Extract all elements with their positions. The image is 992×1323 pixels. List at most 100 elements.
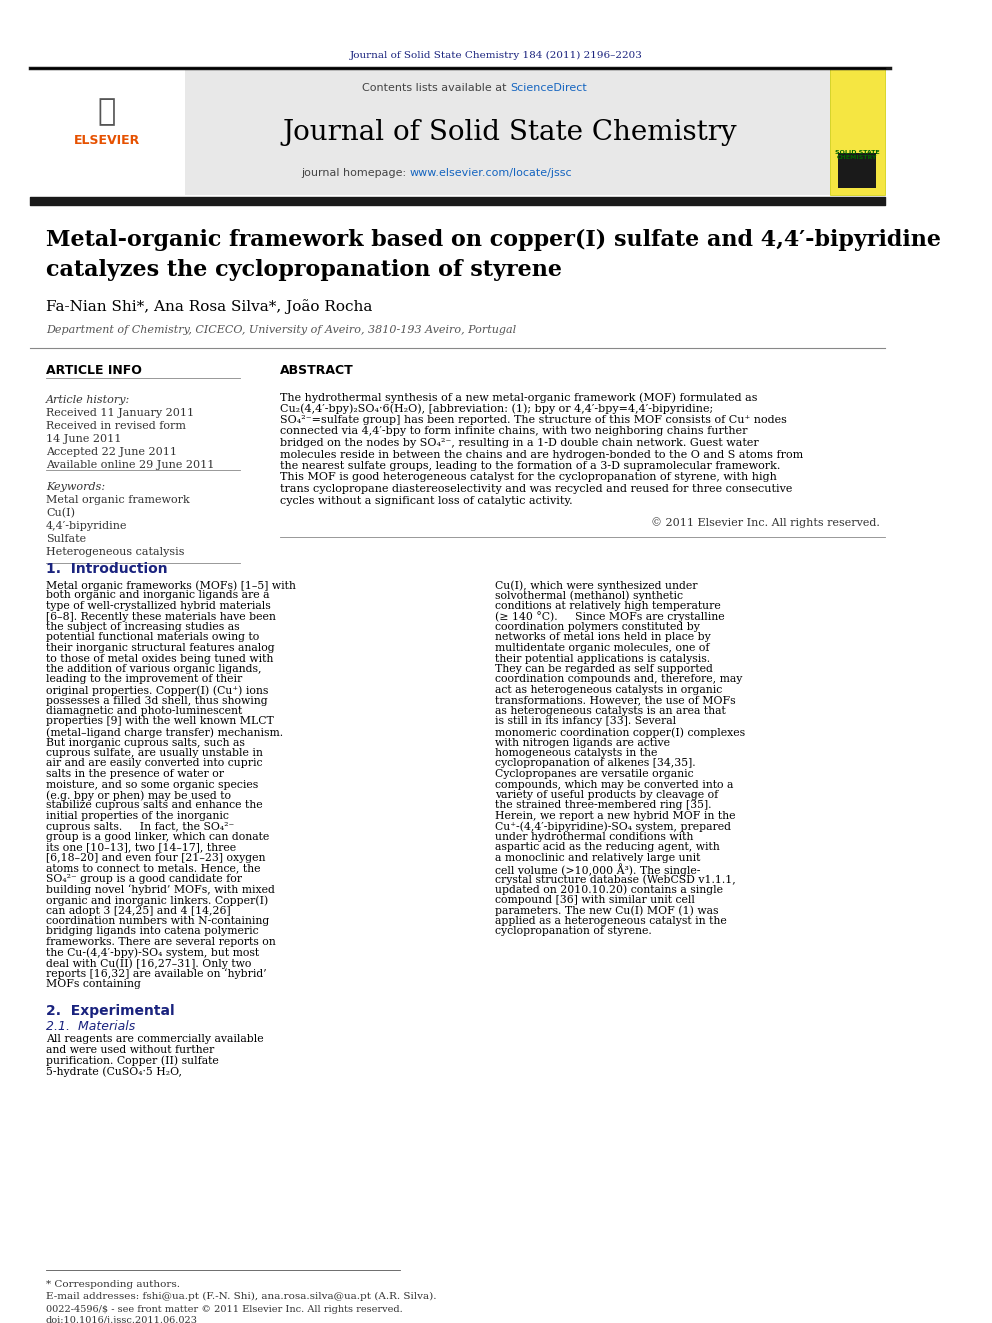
Text: ELSEVIER: ELSEVIER: [73, 134, 140, 147]
Text: [6–8]. Recently these materials have been: [6–8]. Recently these materials have bee…: [46, 611, 276, 622]
Text: can adopt 3 [24,25] and 4 [14,26]: can adopt 3 [24,25] and 4 [14,26]: [46, 905, 230, 916]
Text: (metal–ligand charge transfer) mechanism.: (metal–ligand charge transfer) mechanism…: [46, 728, 283, 737]
Text: cyclopropanation of styrene.: cyclopropanation of styrene.: [495, 926, 652, 937]
Text: variety of useful products by cleavage of: variety of useful products by cleavage o…: [495, 790, 718, 800]
Bar: [30, 67, 885, 194]
Text: Cyclopropanes are versatile organic: Cyclopropanes are versatile organic: [495, 769, 693, 779]
Text: the Cu-(4,4′-bpy)-SO₄ system, but most: the Cu-(4,4′-bpy)-SO₄ system, but most: [46, 947, 259, 958]
Text: atoms to connect to metals. Hence, the: atoms to connect to metals. Hence, the: [46, 864, 261, 873]
Text: their inorganic structural features analog: their inorganic structural features anal…: [46, 643, 275, 654]
Text: 4,4′-bipyridine: 4,4′-bipyridine: [46, 521, 128, 531]
Text: * Corresponding authors.: * Corresponding authors.: [46, 1279, 180, 1289]
Text: their potential applications is catalysis.: their potential applications is catalysi…: [495, 654, 710, 664]
Text: multidentate organic molecules, one of: multidentate organic molecules, one of: [495, 643, 709, 654]
Text: doi:10.1016/j.jssc.2011.06.023: doi:10.1016/j.jssc.2011.06.023: [46, 1316, 198, 1323]
Text: crystal structure database (WebCSD v1.1.1,: crystal structure database (WebCSD v1.1.…: [495, 875, 736, 885]
Text: Available online 29 June 2011: Available online 29 June 2011: [46, 460, 214, 470]
Text: frameworks. There are several reports on: frameworks. There are several reports on: [46, 937, 276, 947]
Text: original properties. Copper(I) (Cu⁺) ions: original properties. Copper(I) (Cu⁺) ion…: [46, 685, 269, 696]
Text: Sulfate: Sulfate: [46, 534, 86, 544]
Text: 🌳: 🌳: [98, 98, 116, 127]
Text: cuprous sulfate, are usually unstable in: cuprous sulfate, are usually unstable in: [46, 747, 263, 758]
Text: connected via 4,4′-bpy to form infinite chains, with two neighboring chains furt: connected via 4,4′-bpy to form infinite …: [280, 426, 748, 437]
Text: cell volume (>10,000 Å³). The single-: cell volume (>10,000 Å³). The single-: [495, 864, 700, 876]
Text: Keywords:: Keywords:: [46, 482, 105, 492]
Text: possesses a filled 3d shell, thus showing: possesses a filled 3d shell, thus showin…: [46, 696, 268, 705]
Text: Cu⁺-(4,4′-bipyridine)-SO₄ system, prepared: Cu⁺-(4,4′-bipyridine)-SO₄ system, prepar…: [495, 822, 731, 832]
Text: coordination polymers constituted by: coordination polymers constituted by: [495, 622, 700, 632]
Text: Heterogeneous catalysis: Heterogeneous catalysis: [46, 546, 185, 557]
Text: trans cyclopropane diastereoselectivity and was recycled and reused for three co: trans cyclopropane diastereoselectivity …: [280, 484, 793, 493]
Text: cycles without a significant loss of catalytic activity.: cycles without a significant loss of cat…: [280, 496, 572, 505]
Text: 2.1.  Materials: 2.1. Materials: [46, 1020, 135, 1033]
Text: compound [36] with similar unit cell: compound [36] with similar unit cell: [495, 894, 694, 905]
Text: the strained three-membered ring [35].: the strained three-membered ring [35].: [495, 800, 711, 811]
Text: act as heterogeneous catalysts in organic: act as heterogeneous catalysts in organi…: [495, 685, 722, 695]
Text: Cu(I), which were synthesized under: Cu(I), which were synthesized under: [495, 579, 697, 590]
Text: as heterogeneous catalysts is an area that: as heterogeneous catalysts is an area th…: [495, 706, 726, 716]
Text: the addition of various organic ligands,: the addition of various organic ligands,: [46, 664, 262, 673]
Text: solvothermal (methanol) synthetic: solvothermal (methanol) synthetic: [495, 590, 683, 601]
Text: Received in revised form: Received in revised form: [46, 421, 186, 431]
Text: organic and inorganic linkers. Copper(I): organic and inorganic linkers. Copper(I): [46, 894, 268, 905]
Text: 5-hydrate (CuSO₄·5 H₂O,: 5-hydrate (CuSO₄·5 H₂O,: [46, 1066, 182, 1077]
Text: E-mail addresses: fshi@ua.pt (F.-N. Shi), ana.rosa.silva@ua.pt (A.R. Silva).: E-mail addresses: fshi@ua.pt (F.-N. Shi)…: [46, 1293, 436, 1301]
Text: with nitrogen ligands are active: with nitrogen ligands are active: [495, 737, 670, 747]
Text: initial properties of the inorganic: initial properties of the inorganic: [46, 811, 229, 822]
Text: 14 June 2011: 14 June 2011: [46, 434, 121, 445]
Text: All reagents are commercially available: All reagents are commercially available: [46, 1035, 264, 1044]
Text: Metal organic framework: Metal organic framework: [46, 495, 189, 505]
Text: SO₄²⁻ group is a good candidate for: SO₄²⁻ group is a good candidate for: [46, 875, 242, 884]
Text: under hydrothermal conditions with: under hydrothermal conditions with: [495, 832, 693, 841]
Text: a monoclinic and relatively large unit: a monoclinic and relatively large unit: [495, 853, 700, 863]
Text: purification. Copper (II) sulfate: purification. Copper (II) sulfate: [46, 1056, 219, 1066]
Text: compounds, which may be converted into a: compounds, which may be converted into a: [495, 779, 733, 790]
Text: (e.g. bpy or phen) may be used to: (e.g. bpy or phen) may be used to: [46, 790, 231, 800]
Text: parameters. The new Cu(I) MOF (1) was: parameters. The new Cu(I) MOF (1) was: [495, 905, 718, 916]
Text: The hydrothermal synthesis of a new metal-organic framework (MOF) formulated as: The hydrothermal synthesis of a new meta…: [280, 392, 758, 402]
Bar: [30, 67, 185, 194]
Text: Received 11 January 2011: Received 11 January 2011: [46, 407, 194, 418]
Text: coordination compounds and, therefore, may: coordination compounds and, therefore, m…: [495, 675, 742, 684]
Text: 0022-4596/$ - see front matter © 2011 Elsevier Inc. All rights reserved.: 0022-4596/$ - see front matter © 2011 El…: [46, 1304, 403, 1314]
Text: stabilize cuprous salts and enhance the: stabilize cuprous salts and enhance the: [46, 800, 263, 811]
Text: Article history:: Article history:: [46, 396, 130, 405]
Text: Accepted 22 June 2011: Accepted 22 June 2011: [46, 447, 177, 456]
Text: networks of metal ions held in place by: networks of metal ions held in place by: [495, 632, 710, 643]
Text: journal homepage:: journal homepage:: [302, 168, 410, 179]
Text: building novel ‘hybrid’ MOFs, with mixed: building novel ‘hybrid’ MOFs, with mixed: [46, 885, 275, 896]
Text: But inorganic cuprous salts, such as: But inorganic cuprous salts, such as: [46, 737, 245, 747]
Text: Journal of Solid State Chemistry: Journal of Solid State Chemistry: [283, 119, 737, 146]
Text: salts in the presence of water or: salts in the presence of water or: [46, 769, 224, 779]
Text: © 2011 Elsevier Inc. All rights reserved.: © 2011 Elsevier Inc. All rights reserved…: [651, 517, 880, 528]
Text: transformations. However, the use of MOFs: transformations. However, the use of MOF…: [495, 696, 736, 705]
Text: diamagnetic and photo-luminescent: diamagnetic and photo-luminescent: [46, 706, 242, 716]
Text: potential functional materials owing to: potential functional materials owing to: [46, 632, 259, 643]
Text: Fa-Nian Shi*, Ana Rosa Silva*, João Rocha: Fa-Nian Shi*, Ana Rosa Silva*, João Roch…: [46, 299, 372, 315]
Text: moisture, and so some organic species: moisture, and so some organic species: [46, 779, 258, 790]
Text: 1.  Introduction: 1. Introduction: [46, 562, 168, 576]
Text: the subject of increasing studies as: the subject of increasing studies as: [46, 622, 240, 632]
Text: deal with Cu(II) [16,27–31]. Only two: deal with Cu(II) [16,27–31]. Only two: [46, 958, 251, 968]
Text: coordination numbers with N-containing: coordination numbers with N-containing: [46, 916, 269, 926]
Text: Metal-organic framework based on copper(I) sulfate and 4,4′-bipyridine: Metal-organic framework based on copper(…: [46, 229, 941, 251]
Text: applied as a heterogeneous catalyst in the: applied as a heterogeneous catalyst in t…: [495, 916, 727, 926]
Text: catalyzes the cyclopropanation of styrene: catalyzes the cyclopropanation of styren…: [46, 259, 562, 280]
Text: Journal of Solid State Chemistry 184 (2011) 2196–2203: Journal of Solid State Chemistry 184 (20…: [349, 50, 643, 60]
Text: homogeneous catalysts in the: homogeneous catalysts in the: [495, 747, 658, 758]
Text: both organic and inorganic ligands are a: both organic and inorganic ligands are a: [46, 590, 270, 601]
Text: ScienceDirect: ScienceDirect: [510, 83, 586, 93]
Text: is still in its infancy [33]. Several: is still in its infancy [33]. Several: [495, 717, 677, 726]
Text: Metal organic frameworks (MOFs) [1–5] with: Metal organic frameworks (MOFs) [1–5] wi…: [46, 579, 296, 590]
Text: updated on 2010.10.20) contains a single: updated on 2010.10.20) contains a single: [495, 885, 723, 896]
Text: 2.  Experimental: 2. Experimental: [46, 1004, 175, 1019]
Text: air and are easily converted into cupric: air and are easily converted into cupric: [46, 758, 263, 769]
Text: molecules reside in between the chains and are hydrogen-bonded to the O and S at: molecules reside in between the chains a…: [280, 450, 804, 459]
Text: to those of metal oxides being tuned with: to those of metal oxides being tuned wit…: [46, 654, 274, 664]
Text: group is a good linker, which can donate: group is a good linker, which can donate: [46, 832, 269, 841]
Text: Cu₂(4,4′-bpy)₂SO₄·6(H₂O), [abbreviation: (1); bpy or 4,4′-bpy=4,4′-bipyridine;: Cu₂(4,4′-bpy)₂SO₄·6(H₂O), [abbreviation:…: [280, 404, 713, 414]
Text: cyclopropanation of alkenes [34,35].: cyclopropanation of alkenes [34,35].: [495, 758, 695, 769]
Text: [6,18–20] and even four [21–23] oxygen: [6,18–20] and even four [21–23] oxygen: [46, 853, 266, 863]
Text: properties [9] with the well known MLCT: properties [9] with the well known MLCT: [46, 717, 274, 726]
Text: SOLID STATE
CHEMISTRY: SOLID STATE CHEMISTRY: [834, 149, 879, 160]
